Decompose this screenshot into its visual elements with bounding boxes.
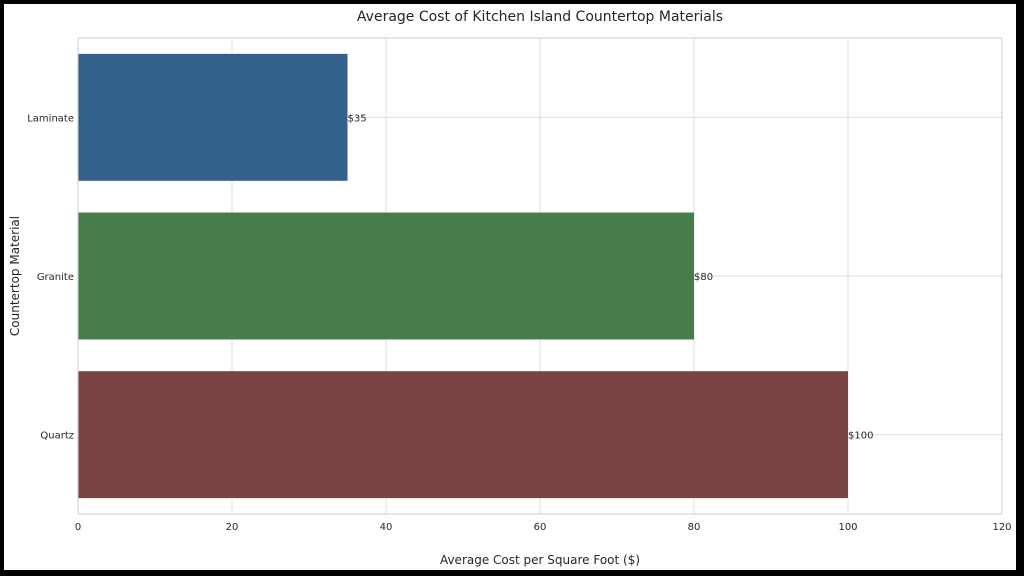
x-tick-label: 20 <box>226 522 239 533</box>
data-labels: $35 $80 $100 <box>348 113 874 441</box>
data-label-quartz: $100 <box>848 431 873 442</box>
chart-title: Average Cost of Kitchen Island Counterto… <box>357 9 723 25</box>
y-tick-label: Quartz <box>40 431 74 442</box>
y-axis-label: Countertop Material <box>8 216 22 336</box>
x-tick-label: 120 <box>992 522 1011 533</box>
x-axis-label: Average Cost per Square Foot ($) <box>440 553 640 567</box>
x-tick-label: 100 <box>838 522 857 533</box>
x-tick-label: 0 <box>75 522 81 533</box>
bar-chart: 0 20 40 60 80 100 120 Laminate Granite Quartz $35… <box>8 9 1012 567</box>
y-tick-label: Granite <box>37 272 74 283</box>
bar-quartz <box>78 371 848 499</box>
chart-frame: 0 20 40 60 80 100 120 Laminate Granite Quartz $35… <box>4 4 1016 570</box>
x-tick-label: 80 <box>688 522 701 533</box>
bar-laminate <box>78 53 348 181</box>
plot-area-border <box>77 37 1003 515</box>
axis-ticks: 0 20 40 60 80 100 120 Laminate Granite Quartz <box>27 113 1011 533</box>
data-label-granite: $80 <box>694 272 713 283</box>
bars <box>78 53 848 499</box>
x-tick-label: 40 <box>380 522 393 533</box>
x-tick-label: 60 <box>534 522 547 533</box>
bar-granite <box>78 212 694 340</box>
data-label-laminate: $35 <box>348 113 367 124</box>
y-tick-label: Laminate <box>27 113 74 124</box>
